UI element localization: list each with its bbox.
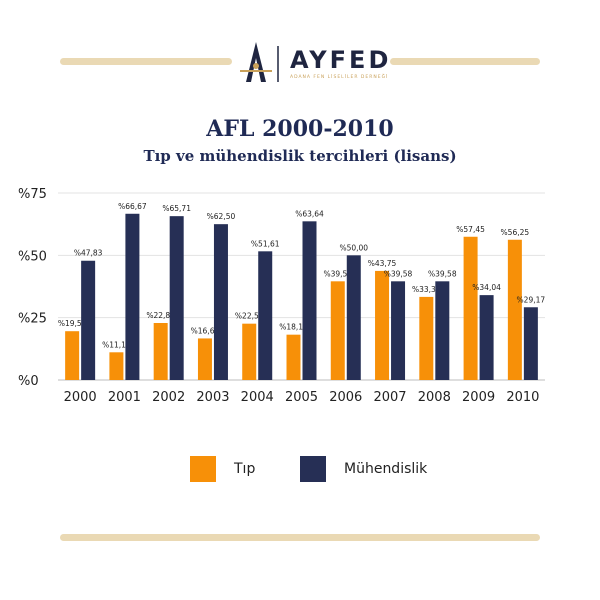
x-tick-label: 2002 xyxy=(152,390,185,405)
data-label: %63,64 xyxy=(295,209,324,218)
data-label: %65,71 xyxy=(162,204,191,213)
data-label: %39,58 xyxy=(323,269,352,278)
data-label: %51,61 xyxy=(251,239,280,248)
x-tick-label: 2000 xyxy=(64,390,97,405)
data-label: %66,67 xyxy=(118,202,147,211)
bar-muhendislik xyxy=(169,216,184,380)
x-tick-label: 2001 xyxy=(108,390,141,405)
data-label: %16,67 xyxy=(191,326,220,335)
bar-tip xyxy=(65,331,80,380)
bar-muhendislik xyxy=(391,281,406,380)
bar-muhendislik xyxy=(346,255,361,380)
bar-muhendislik xyxy=(479,295,494,380)
bar-tip xyxy=(375,270,390,380)
ayfed-logo: AYFED ADANA FEN LİSELİLER DERNEĞİ xyxy=(230,38,388,88)
bar-muhendislik xyxy=(523,307,538,380)
data-label: %39,58 xyxy=(428,269,457,278)
x-tick-label: 2008 xyxy=(418,390,451,405)
x-tick-label: 2005 xyxy=(285,390,318,405)
y-tick-label: %25 xyxy=(18,312,47,327)
bottom-divider xyxy=(60,534,540,541)
x-tick-label: 2007 xyxy=(373,390,406,405)
bar-muhendislik xyxy=(435,281,450,380)
chart-title: AFL 2000-2010 xyxy=(206,116,394,142)
bar-tip xyxy=(109,352,124,380)
top-right-divider xyxy=(390,58,540,65)
bar-tip xyxy=(507,239,522,380)
bar-tip xyxy=(330,281,345,380)
y-tick-label: %0 xyxy=(18,374,39,389)
top-left-divider xyxy=(60,58,232,65)
data-label: %33,33 xyxy=(412,285,441,294)
data-label: %19,57 xyxy=(58,319,87,328)
bar-tip xyxy=(153,323,168,380)
data-label: %18,18 xyxy=(279,323,308,332)
bar-tip xyxy=(286,334,301,380)
data-label: %47,83 xyxy=(74,249,103,258)
logo-name: AYFED xyxy=(290,46,392,74)
bar-tip xyxy=(419,296,434,380)
legend-swatch-tip xyxy=(190,456,216,482)
data-label: %56,25 xyxy=(501,228,530,237)
data-label: %34,04 xyxy=(472,283,501,292)
chart-subtitle: Tıp ve mühendislik tercihleri (lisans) xyxy=(143,147,457,165)
data-label: %43,75 xyxy=(368,259,397,268)
bar-tip xyxy=(197,338,212,380)
data-label: %29,17 xyxy=(517,295,546,304)
y-tick-label: %75 xyxy=(18,187,47,202)
bar-muhendislik xyxy=(258,251,273,380)
bar-muhendislik xyxy=(213,224,228,380)
legend-item-muhendislik: Mühendislik xyxy=(300,456,427,482)
bar-tip xyxy=(463,236,478,380)
bar-muhendislik xyxy=(81,260,96,380)
data-label: %62,50 xyxy=(207,212,236,221)
data-label: %50,00 xyxy=(339,243,368,252)
data-label: %22,86 xyxy=(146,311,175,320)
bar-muhendislik xyxy=(125,213,140,380)
x-tick-label: 2004 xyxy=(241,390,274,405)
bar-muhendislik xyxy=(302,221,317,380)
legend-item-tip: Tıp xyxy=(190,456,255,482)
data-label: %57,45 xyxy=(456,225,485,234)
x-tick-label: 2010 xyxy=(506,390,539,405)
x-tick-label: 2009 xyxy=(462,390,495,405)
logo-tagline: ADANA FEN LİSELİLER DERNEĞİ xyxy=(290,75,389,80)
bar-tip xyxy=(242,323,257,380)
x-tick-label: 2006 xyxy=(329,390,362,405)
legend-swatch-muhendislik xyxy=(300,456,326,482)
data-label: %11,11 xyxy=(102,340,131,349)
data-label: %22,59 xyxy=(235,312,264,321)
legend-label-muhendislik: Mühendislik xyxy=(344,461,428,477)
logo-mark-icon xyxy=(240,42,279,82)
y-tick-label: %50 xyxy=(18,249,47,264)
legend-label-tip: Tıp xyxy=(234,461,256,477)
data-label: %39,58 xyxy=(384,269,413,278)
x-tick-label: 2003 xyxy=(196,390,229,405)
